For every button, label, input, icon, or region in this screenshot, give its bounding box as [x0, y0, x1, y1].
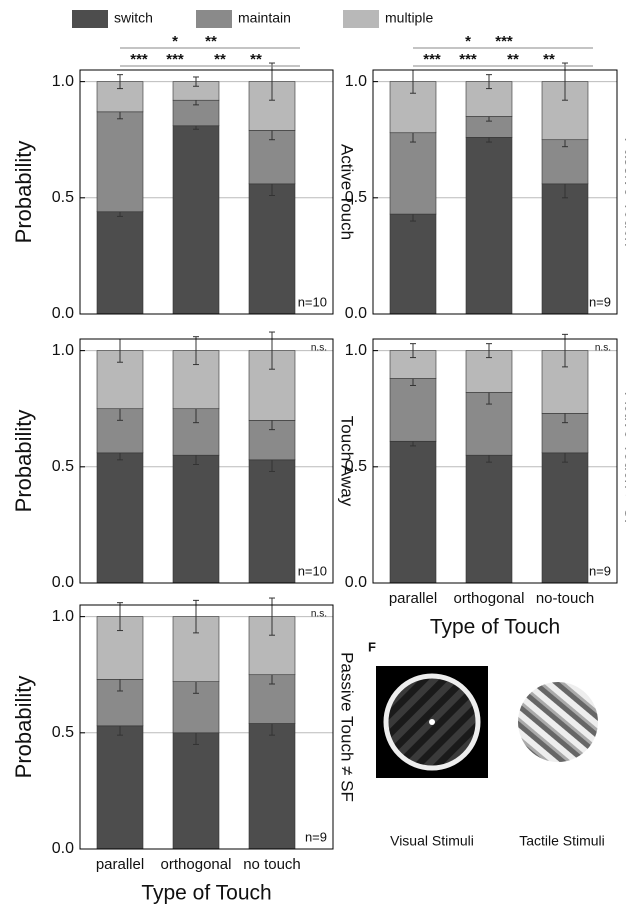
sample-size: n=9 — [589, 563, 611, 578]
y-tick-label: 1.0 — [52, 608, 74, 625]
panel-title: Passive Touch ≠ SF — [338, 652, 357, 802]
y-tick-label: 1.0 — [52, 73, 74, 90]
y-tick-label: 0.0 — [345, 305, 367, 322]
x-tick-label: no touch — [243, 856, 301, 873]
y-tick-label: 0.5 — [52, 189, 74, 206]
y-axis-label: Probability — [11, 676, 36, 779]
x-tick-label: parallel — [96, 856, 144, 873]
bar-segment — [249, 724, 295, 849]
bar-segment — [97, 726, 143, 849]
stimulus-caption: Tactile Stimuli — [519, 833, 605, 849]
sample-size: n=9 — [305, 829, 327, 844]
bar-segment — [390, 379, 436, 442]
bar-segment — [542, 453, 588, 583]
legend-label: multiple — [385, 10, 433, 26]
y-tick-label: 0.0 — [52, 574, 74, 591]
bar-segment — [390, 214, 436, 314]
significance: *** — [166, 51, 184, 68]
legend-swatch — [72, 10, 108, 28]
legend-swatch — [196, 10, 232, 28]
bar-segment — [97, 112, 143, 212]
y-axis-label: Probability — [11, 141, 36, 244]
significance: *** — [423, 51, 441, 68]
fixation-dot — [429, 719, 435, 725]
sample-size: n=9 — [589, 294, 611, 309]
significance: ** — [205, 33, 217, 50]
significance: ** — [507, 51, 519, 68]
panel-label: F — [368, 639, 376, 654]
bar-segment — [173, 126, 219, 314]
bar-segment — [173, 733, 219, 849]
y-tick-label: 0.5 — [52, 724, 74, 741]
stimuli-panel: F Visual Stimuli Tactile Stimuli — [368, 639, 605, 848]
panel-title: Passive Touch — [622, 137, 626, 246]
significance: *** — [459, 51, 477, 68]
x-axis-label: Type of Touch — [430, 616, 560, 639]
figure: F Visual Stimuli Tactile Stimuli switch m… — [0, 0, 626, 909]
x-tick-label: no-touch — [536, 590, 594, 607]
bar-segment — [249, 460, 295, 583]
bar-segment — [97, 212, 143, 314]
bar-segment — [466, 137, 512, 314]
significance: * — [465, 33, 471, 50]
stimulus-caption: Visual Stimuli — [390, 833, 474, 849]
bar-segment — [173, 455, 219, 583]
y-tick-label: 0.0 — [52, 840, 74, 857]
significance: n.s. — [595, 343, 611, 354]
y-tick-label: 0.0 — [52, 305, 74, 322]
sample-size: n=10 — [298, 563, 327, 578]
y-tick-label: 0.5 — [52, 458, 74, 475]
x-tick-label: orthogonal — [454, 590, 525, 607]
significance: *** — [130, 51, 148, 68]
legend-label: switch — [114, 10, 153, 26]
sample-size: n=10 — [298, 294, 327, 309]
legend-label: maintain — [238, 10, 291, 26]
bar-segment — [466, 455, 512, 583]
bar-segment — [542, 184, 588, 314]
significance: n.s. — [311, 609, 327, 620]
significance: *** — [495, 33, 513, 50]
y-tick-label: 1.0 — [345, 342, 367, 359]
x-tick-label: parallel — [389, 590, 437, 607]
bar-segment — [97, 453, 143, 583]
significance: n.s. — [311, 343, 327, 354]
significance: ** — [543, 51, 555, 68]
y-tick-label: 0.5 — [345, 189, 367, 206]
y-tick-label: 0.0 — [345, 574, 367, 591]
significance: ** — [214, 51, 226, 68]
significance: * — [172, 33, 178, 50]
y-tick-label: 1.0 — [345, 73, 367, 90]
tactile-stimulus — [518, 682, 598, 762]
significance: ** — [250, 51, 262, 68]
panel-title: Active Touch ≠ SF — [622, 393, 626, 530]
x-tick-label: orthogonal — [161, 856, 232, 873]
legend-swatch — [343, 10, 379, 28]
bar-segment — [390, 441, 436, 583]
y-axis-label: Probability — [11, 410, 36, 513]
y-tick-label: 0.5 — [345, 458, 367, 475]
x-axis-label: Type of Touch — [141, 882, 271, 905]
bar-segment — [249, 184, 295, 314]
y-tick-label: 1.0 — [52, 342, 74, 359]
bar-segment — [390, 133, 436, 214]
